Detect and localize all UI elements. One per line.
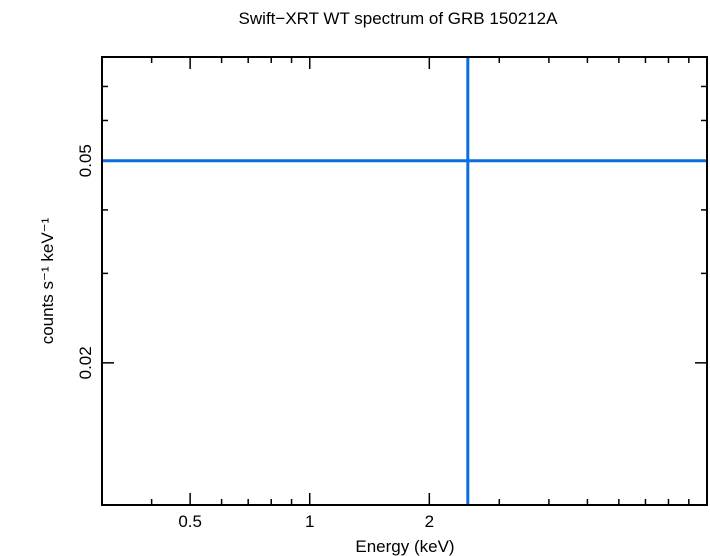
x-tick-label: 0.5 xyxy=(178,512,202,531)
chart-title: Swift−XRT WT spectrum of GRB 150212A xyxy=(239,9,559,28)
x-tick-label: 2 xyxy=(425,512,434,531)
y-tick-labels: 0.02 0.05 xyxy=(76,144,95,379)
x-axis-label: Energy (keV) xyxy=(355,537,454,556)
y-tick-label: 0.05 xyxy=(76,144,95,177)
y-tick-marks xyxy=(102,56,707,364)
x-tick-marks xyxy=(101,57,708,505)
data-layer xyxy=(102,57,707,505)
x-tick-label: 1 xyxy=(305,512,314,531)
y-tick-label: 0.02 xyxy=(76,346,95,379)
y-axis-label: counts s⁻¹ keV⁻¹ xyxy=(38,217,57,344)
x-tick-labels: 0.5 1 2 xyxy=(178,512,434,531)
plot-frame xyxy=(101,56,708,506)
